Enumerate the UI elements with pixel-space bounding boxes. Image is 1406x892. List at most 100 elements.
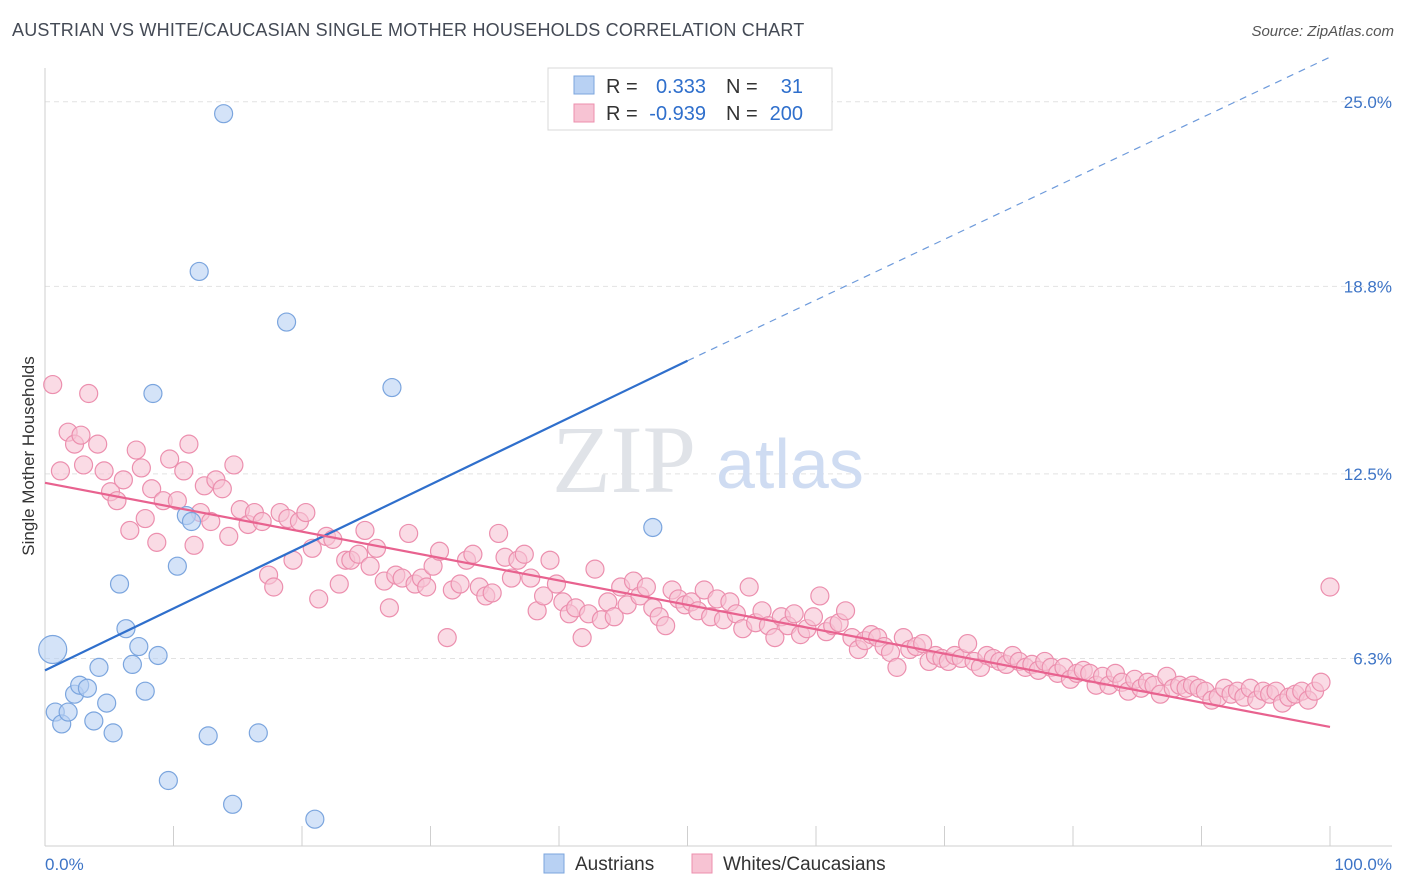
y-tick-label: 6.3%: [1353, 649, 1392, 668]
y-tick-label: 25.0%: [1344, 93, 1392, 112]
point-austrians: [223, 794, 243, 814]
point-whites: [71, 425, 91, 445]
point-whites: [296, 502, 316, 523]
point-whites: [482, 583, 502, 603]
point-whites: [201, 511, 221, 532]
gridlines: [45, 101, 1392, 659]
point-whites: [810, 586, 830, 606]
point-whites: [179, 434, 199, 454]
point-whites: [533, 586, 554, 606]
point-whites: [958, 633, 978, 654]
point-whites: [135, 508, 155, 529]
legend-r-value-whites: -0.939: [649, 103, 706, 125]
legend-r-value-austrians: 0.333: [656, 76, 706, 98]
legend-box: R = 0.333 N = 31 R = -0.939 N = 200: [547, 67, 833, 131]
bottom-legend: Austrians Whites/Caucasians: [543, 853, 886, 875]
point-whites: [88, 434, 108, 454]
x-tick-labels: 0.0% 100.0%: [45, 855, 1392, 874]
point-whites: [309, 589, 329, 609]
point-austrians: [143, 383, 163, 404]
trendlines: [44, 56, 1331, 729]
point-whites: [463, 544, 483, 564]
point-whites: [329, 574, 349, 594]
point-austrians: [135, 681, 155, 701]
point-austrians: [58, 702, 78, 722]
legend-n-label-austrians: N =: [726, 76, 758, 98]
point-austrians: [38, 634, 68, 665]
legend-swatch-whites: [573, 103, 595, 123]
point-austrians: [109, 574, 130, 594]
point-whites: [147, 532, 167, 552]
series-austrians: [38, 104, 663, 829]
point-whites: [765, 628, 785, 648]
point-whites: [784, 604, 804, 624]
point-austrians: [305, 809, 325, 829]
point-austrians: [122, 654, 142, 675]
point-whites: [887, 657, 907, 677]
point-whites: [184, 535, 204, 555]
point-austrians: [214, 104, 234, 124]
point-austrians: [198, 726, 218, 746]
point-whites: [73, 455, 94, 475]
point-whites: [489, 523, 509, 544]
legend-n-value-austrians: 31: [781, 76, 803, 98]
point-whites: [79, 383, 99, 404]
point-austrians: [181, 511, 202, 532]
point-whites: [379, 598, 399, 618]
point-austrians: [148, 645, 168, 666]
point-austrians: [189, 261, 209, 282]
point-whites: [656, 616, 676, 636]
point-whites: [252, 511, 272, 532]
point-austrians: [77, 678, 98, 698]
point-whites: [450, 574, 470, 594]
point-whites: [399, 523, 419, 544]
point-whites: [174, 461, 194, 481]
point-whites: [131, 458, 151, 478]
point-whites: [142, 479, 162, 499]
point-whites: [739, 577, 759, 597]
watermark: ZIP atlas: [552, 406, 864, 513]
trendline-austrians: [44, 359, 688, 672]
trendline-austrians-extension: [687, 56, 1331, 362]
point-whites: [514, 544, 534, 564]
point-austrians: [84, 711, 104, 731]
point-whites: [264, 577, 284, 597]
point-whites: [540, 550, 560, 570]
y-tick-labels: 6.3% 12.5% 18.8% 25.0%: [1344, 93, 1392, 669]
point-whites: [1311, 672, 1331, 692]
bottom-legend-swatch-whites: [691, 853, 713, 874]
legend-r-label-whites: R =: [606, 103, 638, 125]
y-axis-title: Single Mother Households: [19, 356, 38, 555]
point-whites: [224, 455, 244, 475]
trendline-whites: [44, 481, 1331, 729]
point-whites: [113, 470, 133, 490]
watermark-zip: ZIP: [552, 406, 696, 513]
watermark-atlas: atlas: [716, 425, 864, 503]
point-austrians: [97, 693, 117, 713]
point-whites: [835, 601, 856, 621]
point-austrians: [129, 636, 149, 657]
point-whites: [417, 577, 437, 597]
point-whites: [50, 461, 71, 481]
point-austrians: [167, 556, 187, 576]
point-austrians: [158, 770, 178, 791]
point-whites: [348, 544, 369, 564]
x-tick-label: 100.0%: [1334, 855, 1392, 874]
bottom-legend-label-whites: Whites/Caucasians: [723, 854, 886, 875]
point-whites: [160, 449, 180, 469]
bottom-legend-label-austrians: Austrians: [575, 854, 654, 875]
point-austrians: [248, 723, 268, 743]
chart-title: AUSTRIAN VS WHITE/CAUCASIAN SINGLE MOTHE…: [12, 20, 805, 40]
source-label: Source: ZipAtlas.com: [1251, 23, 1394, 40]
point-austrians: [89, 657, 109, 677]
point-whites: [501, 568, 522, 588]
legend-r-label-austrians: R =: [606, 76, 638, 98]
point-whites: [585, 559, 605, 579]
point-whites: [437, 628, 457, 648]
point-whites: [366, 538, 387, 558]
point-whites: [1320, 577, 1340, 597]
point-whites: [126, 440, 146, 460]
point-whites: [94, 461, 114, 481]
x-tick-label: 0.0%: [45, 855, 84, 874]
